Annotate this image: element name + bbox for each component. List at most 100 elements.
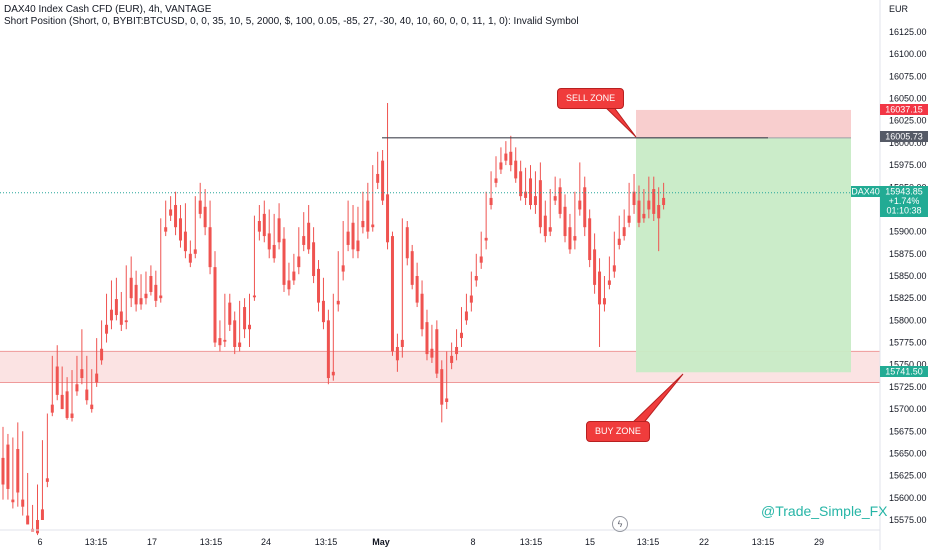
candle-body xyxy=(336,300,340,305)
zones xyxy=(0,109,880,383)
take-profit-zone xyxy=(636,137,851,373)
candle-body xyxy=(405,227,409,259)
last-price-box xyxy=(880,186,928,217)
candle-body xyxy=(607,280,611,285)
candle-body xyxy=(159,295,163,299)
candle-body xyxy=(450,355,454,363)
candle-body xyxy=(484,237,488,241)
candle-body xyxy=(588,218,592,261)
price-axis-currency: EUR xyxy=(889,4,909,14)
time-axis-tick: 8 xyxy=(470,537,475,547)
candle-body xyxy=(11,499,15,503)
candle-body xyxy=(445,398,449,402)
price-axis-tick: 16000.00 xyxy=(889,138,927,148)
candle-body xyxy=(272,244,276,259)
candle-body xyxy=(203,206,207,228)
candles xyxy=(1,102,666,536)
symbol-tag: DAX40 xyxy=(851,187,880,197)
candle-body xyxy=(331,371,335,376)
candle-body xyxy=(361,220,365,228)
candle-body xyxy=(114,299,118,316)
candle-body xyxy=(381,160,385,201)
candle-body xyxy=(252,295,256,298)
candle-body xyxy=(351,222,355,250)
time-axis-tick: 13:15 xyxy=(200,537,223,547)
indicator-status-line[interactable]: Short Position (Short, 0, BYBIT:BTCUSD, … xyxy=(4,16,579,27)
candle-body xyxy=(509,151,513,166)
candle-body xyxy=(514,160,518,179)
candle-body xyxy=(60,394,64,410)
time-axis-tick: 13:15 xyxy=(637,537,660,547)
price-axis-tick: 15875.00 xyxy=(889,249,927,259)
candle-body xyxy=(90,404,94,410)
candle-body xyxy=(297,256,301,268)
buy-zone-callout[interactable]: BUY ZONE xyxy=(586,421,650,442)
candle-body xyxy=(395,346,399,361)
sell-zone-callout[interactable]: SELL ZONE xyxy=(557,88,625,109)
time-axis-tick: 13:15 xyxy=(85,537,108,547)
last-price-label: 15943.85 xyxy=(885,187,923,197)
lightning-icon[interactable]: ϟ xyxy=(612,516,628,532)
candle-body xyxy=(568,227,572,250)
candle-body xyxy=(223,339,227,342)
candle-body xyxy=(617,238,621,245)
candle-body xyxy=(36,520,40,534)
price-axis-tick: 15850.00 xyxy=(889,271,927,281)
price-axis[interactable]: EUR 16125.00 16100.00 16075.00 16050.00 16025… xyxy=(879,0,927,550)
candle-body xyxy=(612,265,616,272)
candle-body xyxy=(40,509,44,520)
symbol-tag-bg xyxy=(851,186,880,197)
candle-body xyxy=(637,200,641,223)
candle-body xyxy=(578,200,582,210)
candle-body xyxy=(302,236,306,245)
candle-body xyxy=(134,284,138,305)
price-axis-tick: 15750.00 xyxy=(889,360,927,370)
time-axis[interactable]: 6 13:15 17 13:15 24 13:15 May 8 13:15 15 13:15 22 13… xyxy=(0,529,880,547)
candle-body xyxy=(124,320,128,323)
price-axis-tick: 15700.00 xyxy=(889,404,927,414)
price-axis-tick: 15900.00 xyxy=(889,227,927,237)
candle-body xyxy=(440,369,444,405)
time-axis-tick: 24 xyxy=(261,537,271,547)
candle-body xyxy=(85,389,89,401)
candle-body xyxy=(524,191,528,198)
candle-body xyxy=(479,256,483,263)
candle-body xyxy=(238,342,242,347)
candle-body xyxy=(563,206,567,237)
time-axis-tick: 17 xyxy=(147,537,157,547)
candle-body xyxy=(154,284,158,301)
candle-body xyxy=(602,298,606,305)
candle-body xyxy=(538,180,542,228)
candle-body xyxy=(435,329,439,374)
candle-body xyxy=(55,366,59,395)
candle-body xyxy=(292,271,296,281)
candle-body xyxy=(129,277,133,299)
price-axis-tick: 16075.00 xyxy=(889,71,927,81)
candle-body xyxy=(105,324,109,334)
candle-body xyxy=(100,348,104,361)
candle-body xyxy=(6,444,10,489)
candle-body xyxy=(598,271,602,305)
candle-body xyxy=(317,268,321,303)
time-axis-tick: 29 xyxy=(814,537,824,547)
candle-body xyxy=(593,249,597,285)
candle-body xyxy=(489,197,493,206)
time-axis-tick: 13:15 xyxy=(315,537,338,547)
time-axis-tick: 6 xyxy=(37,537,42,547)
candle-body xyxy=(356,240,360,252)
candle-body xyxy=(119,311,123,325)
candle-body xyxy=(45,478,49,482)
candle-body xyxy=(386,194,390,243)
symbol-title[interactable]: DAX40 Index Cash CFD (EUR), 4h, VANTAGE xyxy=(4,4,212,15)
candle-body xyxy=(627,215,631,223)
candle-body xyxy=(494,178,498,183)
candle-body xyxy=(657,205,661,219)
candle-body xyxy=(499,162,503,170)
candle-body xyxy=(164,227,168,232)
candle-body xyxy=(420,293,424,330)
candle-body xyxy=(425,322,429,355)
target-price-label-bg xyxy=(880,366,928,377)
bar-countdown-label: 01:10:38 xyxy=(886,206,921,216)
candle-body xyxy=(213,267,217,343)
